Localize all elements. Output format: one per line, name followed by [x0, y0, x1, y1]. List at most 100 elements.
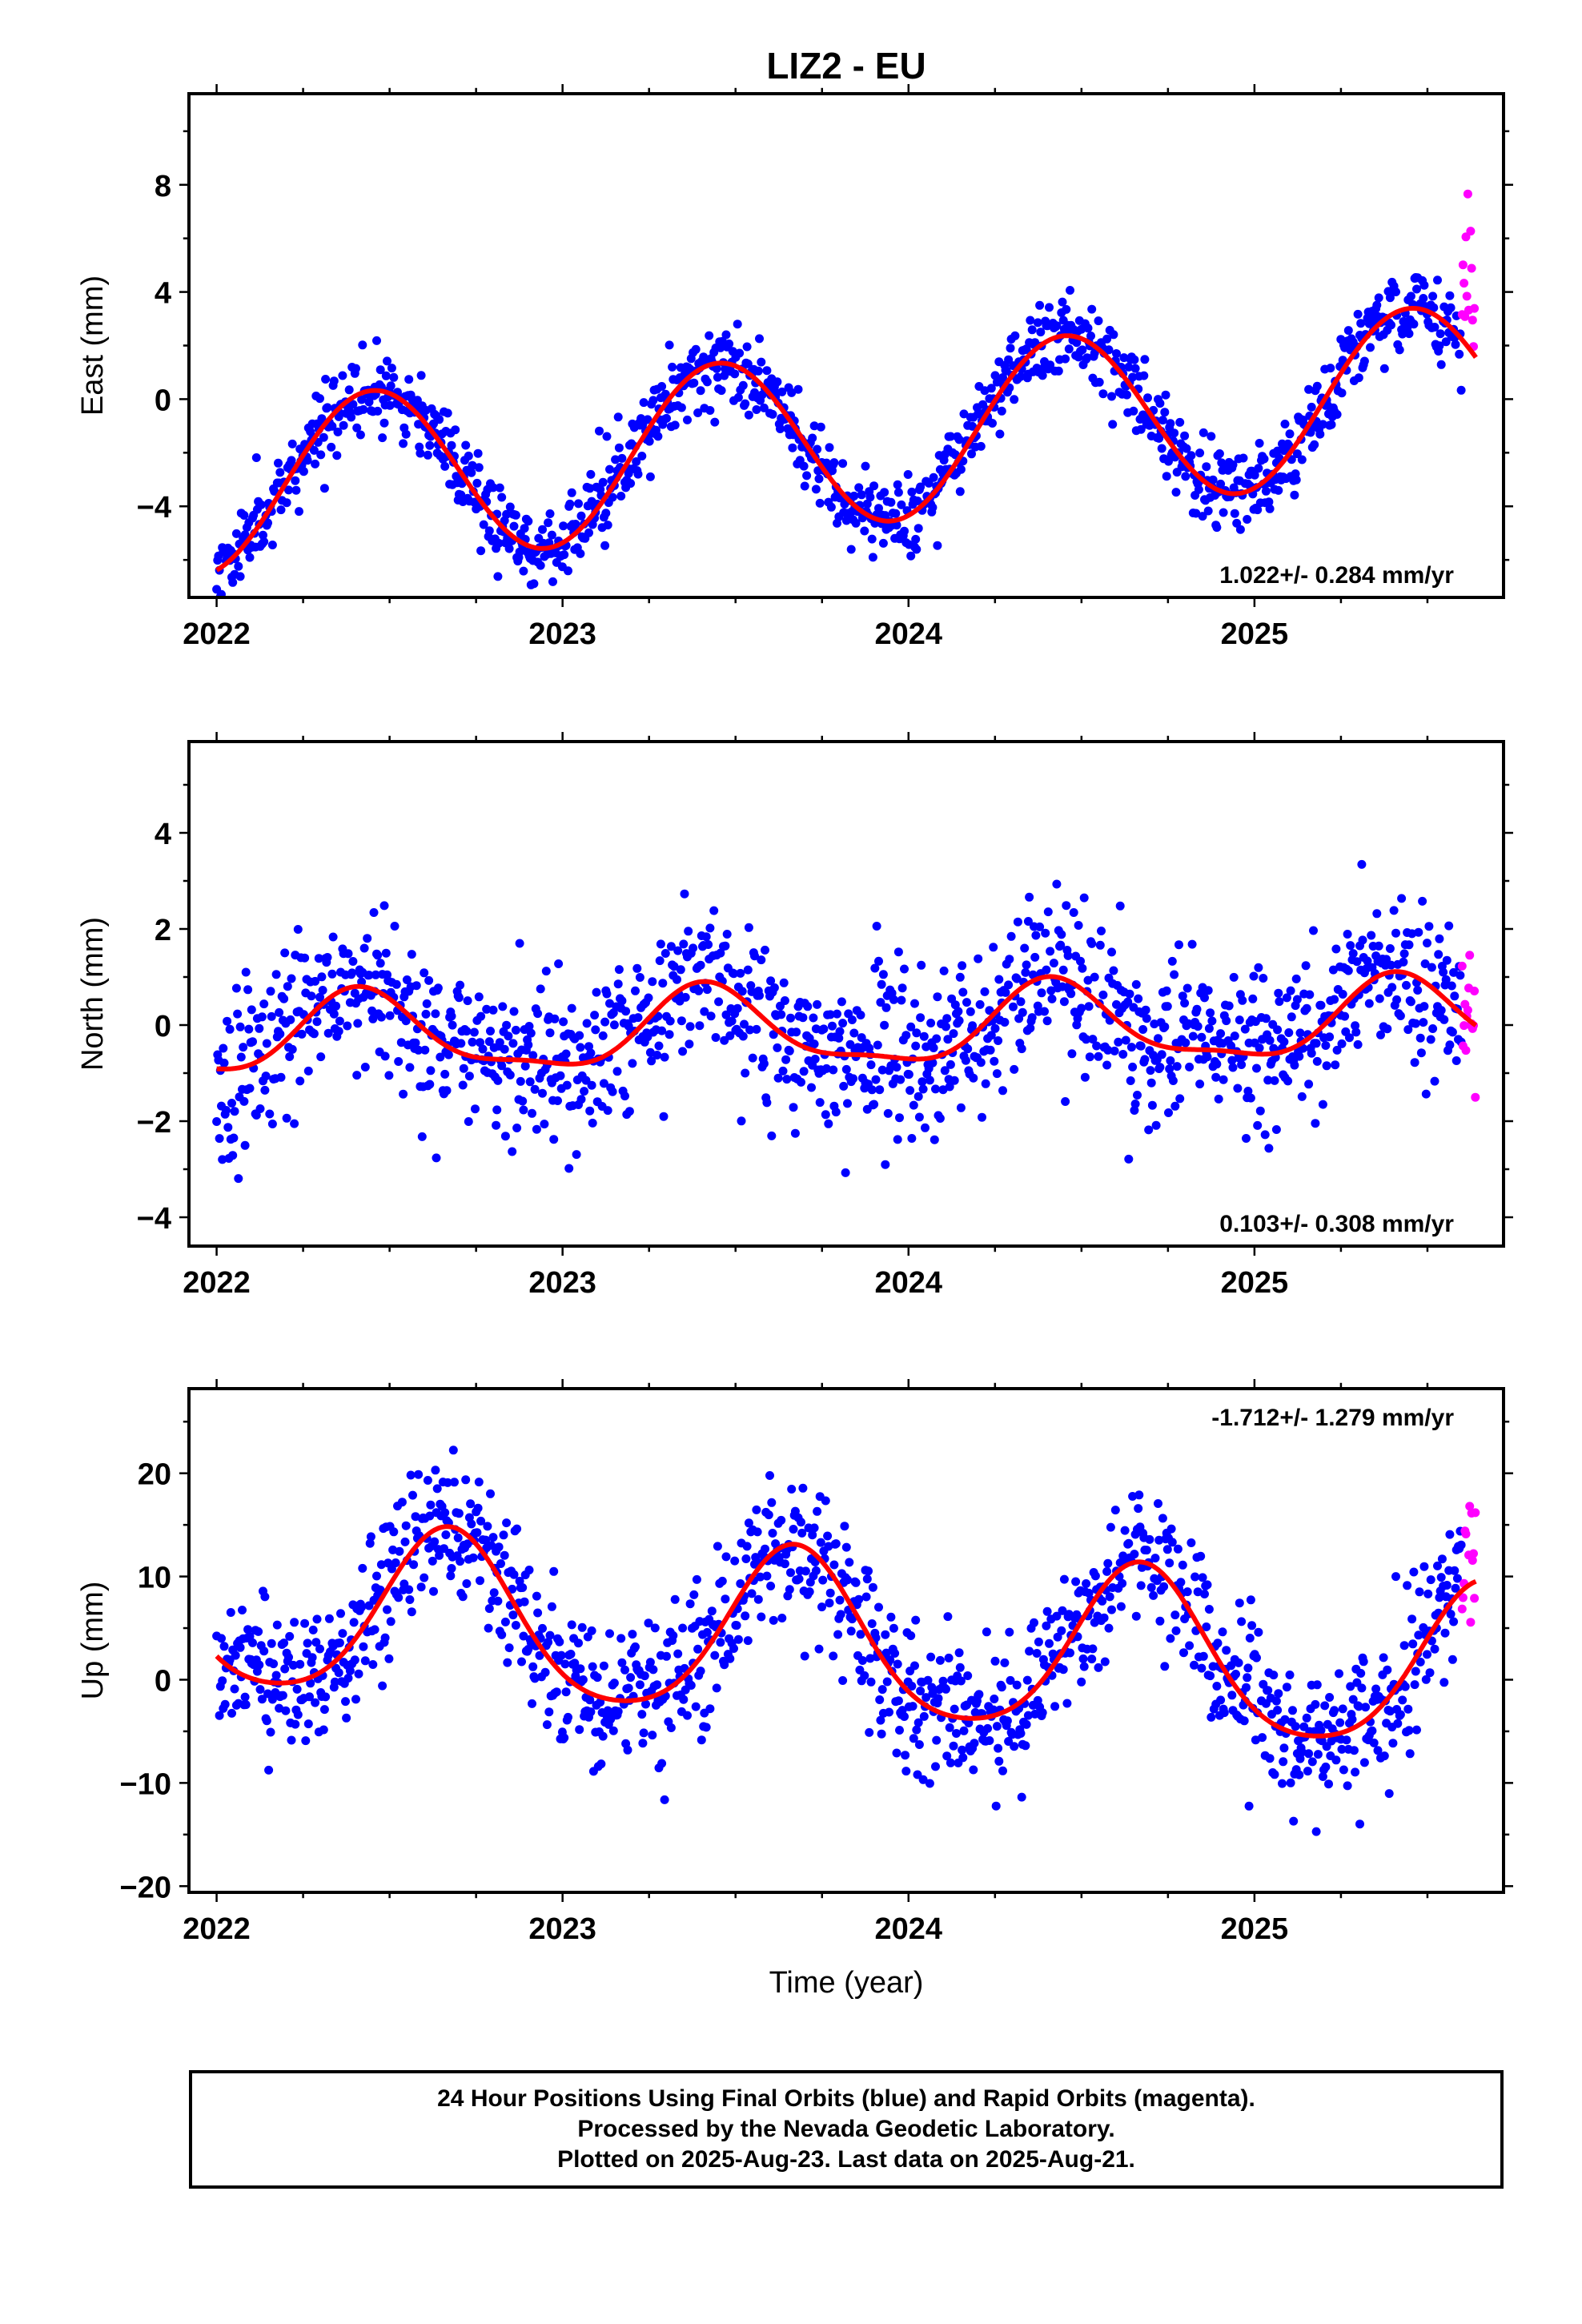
up-point [486, 1489, 495, 1498]
north-point [1195, 1080, 1205, 1089]
up-point [447, 1564, 456, 1573]
up-point [1426, 1575, 1435, 1585]
north-point [621, 1007, 631, 1016]
north-point [897, 983, 907, 993]
north-point [401, 1016, 411, 1026]
up-point [1371, 1684, 1381, 1694]
north-point [1357, 859, 1367, 869]
east-point [1353, 309, 1363, 319]
up-point [949, 1741, 958, 1751]
north-point [364, 971, 374, 980]
up-point [900, 1712, 909, 1721]
east-point [416, 448, 425, 458]
up-point [517, 1657, 526, 1667]
east-point [359, 404, 368, 414]
north-point [834, 1033, 844, 1043]
up-point [576, 1664, 585, 1674]
east-point [851, 518, 861, 528]
up-point [547, 1602, 556, 1611]
up-point [716, 1638, 725, 1647]
up-point [881, 1630, 890, 1639]
east-point [893, 480, 902, 489]
north-point [1413, 986, 1423, 995]
panel-east [179, 84, 1513, 607]
north-point [733, 1003, 742, 1013]
up-point [473, 1503, 483, 1513]
up-point [1342, 1735, 1351, 1745]
north-y-tick-label: 2 [155, 914, 171, 947]
north-point [657, 1026, 667, 1035]
north-point [1004, 980, 1014, 990]
north-point [647, 1056, 656, 1066]
up-point [1103, 1558, 1113, 1568]
east-point [662, 413, 671, 423]
north-point [276, 1072, 286, 1082]
up-point [997, 1683, 1006, 1692]
east-point [860, 526, 869, 536]
north-point [1211, 1072, 1221, 1082]
north-point [599, 1079, 608, 1088]
east-point [319, 432, 328, 442]
up-point [1447, 1655, 1457, 1664]
east-point [451, 425, 460, 435]
up-point [511, 1621, 520, 1630]
north-point [1157, 1050, 1166, 1059]
up-point [435, 1550, 444, 1560]
east-point [389, 372, 399, 382]
north-point [512, 1124, 522, 1132]
north-point [656, 939, 665, 949]
north-point [1351, 1021, 1360, 1031]
up-point [1312, 1680, 1322, 1690]
east-point [867, 534, 877, 544]
up-point [1318, 1772, 1327, 1781]
north-point [1042, 1016, 1052, 1026]
north-point [407, 950, 416, 959]
east-point [524, 517, 533, 526]
north-point [1018, 1007, 1027, 1017]
up-point [766, 1582, 776, 1590]
north-frame [187, 740, 1505, 1248]
east-point [776, 424, 785, 433]
up-point [1263, 1686, 1273, 1695]
north-point [881, 1160, 890, 1169]
up-point [624, 1683, 633, 1693]
east-point [1182, 444, 1191, 453]
north-point [841, 1064, 851, 1074]
east-point [986, 384, 996, 393]
up-point [349, 1618, 359, 1627]
east-point [988, 419, 997, 428]
up-point [943, 1612, 953, 1622]
east-y-axis-label: East (mm) [76, 275, 110, 416]
north-point [928, 1058, 938, 1068]
north-point [585, 1106, 595, 1116]
east-point [1406, 292, 1415, 301]
north-point [1180, 999, 1190, 1008]
north-point [251, 1111, 261, 1120]
east-point [816, 422, 825, 432]
up-point [639, 1728, 648, 1738]
north-point [942, 1022, 950, 1031]
up-point [243, 1625, 253, 1634]
up-point [300, 1618, 310, 1628]
north-point [1402, 980, 1411, 990]
east-point [529, 579, 539, 589]
north-point [778, 1066, 788, 1076]
north-point [219, 1058, 229, 1068]
up-point [1321, 1762, 1331, 1771]
east-point [799, 461, 809, 471]
north-point [752, 1024, 761, 1034]
east-point [1261, 486, 1271, 496]
east-point [1107, 392, 1116, 401]
north-point [1228, 1063, 1238, 1072]
east-point [997, 406, 1006, 416]
east-point [897, 500, 906, 509]
up-point [448, 1445, 458, 1455]
up-point [956, 1676, 966, 1686]
up-point [916, 1687, 926, 1695]
up-point [235, 1642, 245, 1652]
north-point [1328, 965, 1338, 975]
east-point [933, 541, 942, 550]
up-point [1354, 1702, 1363, 1711]
north-point [221, 1106, 231, 1115]
footer-box: 24 Hour Positions Using Final Orbits (bl… [189, 2070, 1504, 2189]
